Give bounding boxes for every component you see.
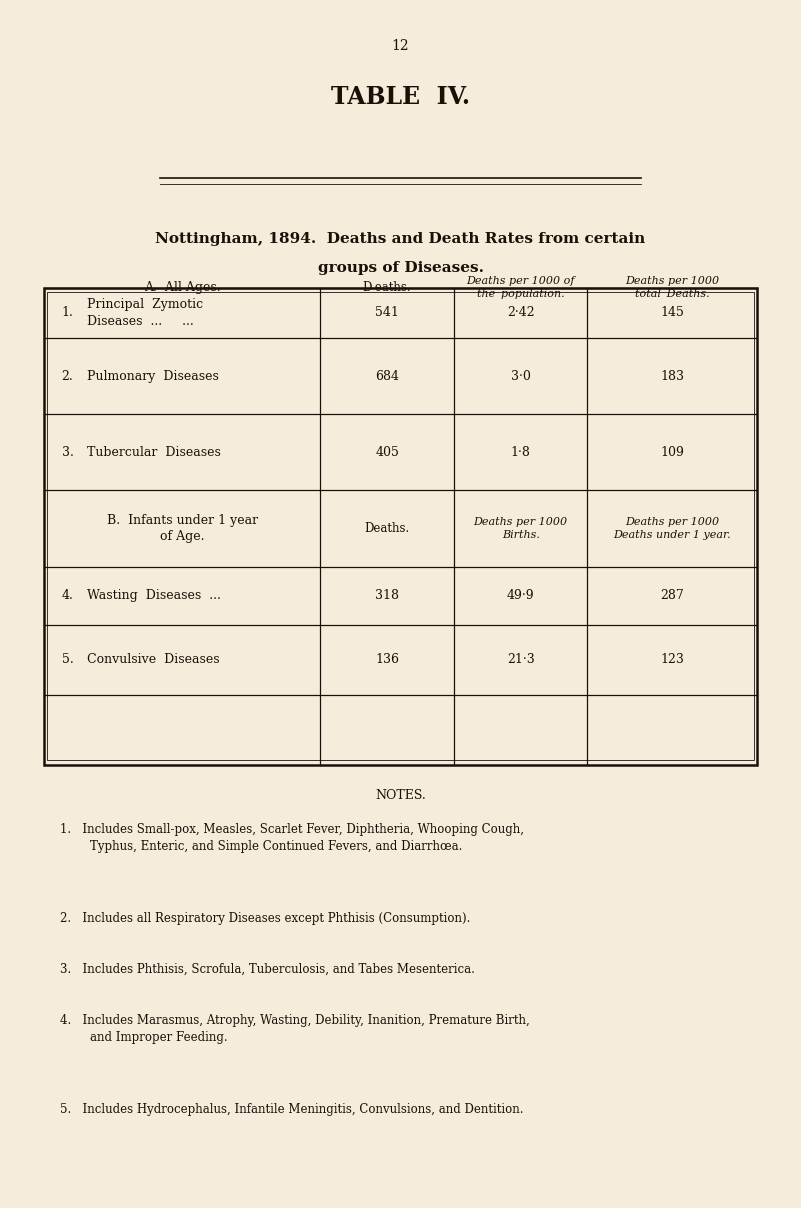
Text: Convulsive  Diseases: Convulsive Diseases [87, 654, 219, 666]
Text: 2·42: 2·42 [507, 307, 534, 319]
Text: 684: 684 [376, 370, 399, 383]
Text: 109: 109 [660, 446, 684, 459]
Text: Pulmonary  Diseases: Pulmonary Diseases [87, 370, 219, 383]
Text: 183: 183 [660, 370, 684, 383]
Text: Deaths per 1000 of
the  population.: Deaths per 1000 of the population. [466, 277, 575, 298]
Text: 405: 405 [376, 446, 399, 459]
Text: 3.: 3. [62, 446, 74, 459]
Text: Deaths.: Deaths. [364, 522, 410, 535]
Text: 541: 541 [376, 307, 399, 319]
Text: 4.   Includes Marasmus, Atrophy, Wasting, Debility, Inanition, Premature Birth,
: 4. Includes Marasmus, Atrophy, Wasting, … [60, 1014, 529, 1044]
Text: B.  Infants under 1 year
of Age.: B. Infants under 1 year of Age. [107, 513, 258, 544]
Text: TABLE  IV.: TABLE IV. [331, 85, 470, 109]
Text: 1.   Includes Small-pox, Measles, Scarlet Fever, Diphtheria, Whooping Cough,
   : 1. Includes Small-pox, Measles, Scarlet … [60, 823, 524, 853]
Text: 3·0: 3·0 [511, 370, 530, 383]
Text: Deaths per 1000
total  Deaths.: Deaths per 1000 total Deaths. [625, 277, 719, 298]
Text: D eaths.: D eaths. [364, 281, 411, 294]
Text: 12: 12 [392, 39, 409, 53]
Text: 145: 145 [660, 307, 684, 319]
Text: 5.: 5. [62, 654, 74, 666]
Text: groups of Diseases.: groups of Diseases. [317, 261, 484, 275]
Text: 1·8: 1·8 [511, 446, 530, 459]
Text: A.  All Ages.: A. All Ages. [144, 281, 220, 294]
Text: 287: 287 [660, 590, 684, 602]
Bar [46, 292, 755, 760]
Text: Deaths per 1000
Births.: Deaths per 1000 Births. [473, 517, 568, 540]
Text: Deaths per 1000
Deaths under 1 year.: Deaths per 1000 Deaths under 1 year. [614, 517, 731, 540]
Text: 21·3: 21·3 [507, 654, 534, 666]
Bar [44, 288, 757, 765]
Text: 318: 318 [376, 590, 399, 602]
Text: 1.: 1. [62, 307, 74, 319]
Text: 4.: 4. [62, 590, 74, 602]
Text: 5.   Includes Hydrocephalus, Infantile Meningitis, Convulsions, and Dentition.: 5. Includes Hydrocephalus, Infantile Men… [60, 1103, 524, 1116]
Text: 2.   Includes all Respiratory Diseases except Phthisis (Consumption).: 2. Includes all Respiratory Diseases exc… [60, 912, 470, 925]
Text: Wasting  Diseases  ...: Wasting Diseases ... [87, 590, 220, 602]
Text: 3.   Includes Phthisis, Scrofula, Tuberculosis, and Tabes Mesenterica.: 3. Includes Phthisis, Scrofula, Tubercul… [60, 963, 475, 976]
Text: Nottingham, 1894.  Deaths and Death Rates from certain: Nottingham, 1894. Deaths and Death Rates… [155, 232, 646, 246]
Text: NOTES.: NOTES. [375, 789, 426, 802]
Text: 2.: 2. [62, 370, 74, 383]
Text: Tubercular  Diseases: Tubercular Diseases [87, 446, 220, 459]
Text: 123: 123 [660, 654, 684, 666]
Text: 49·9: 49·9 [507, 590, 534, 602]
Text: Principal  Zymotic
Diseases  ...     ...: Principal Zymotic Diseases ... ... [87, 298, 203, 327]
Text: 136: 136 [376, 654, 399, 666]
